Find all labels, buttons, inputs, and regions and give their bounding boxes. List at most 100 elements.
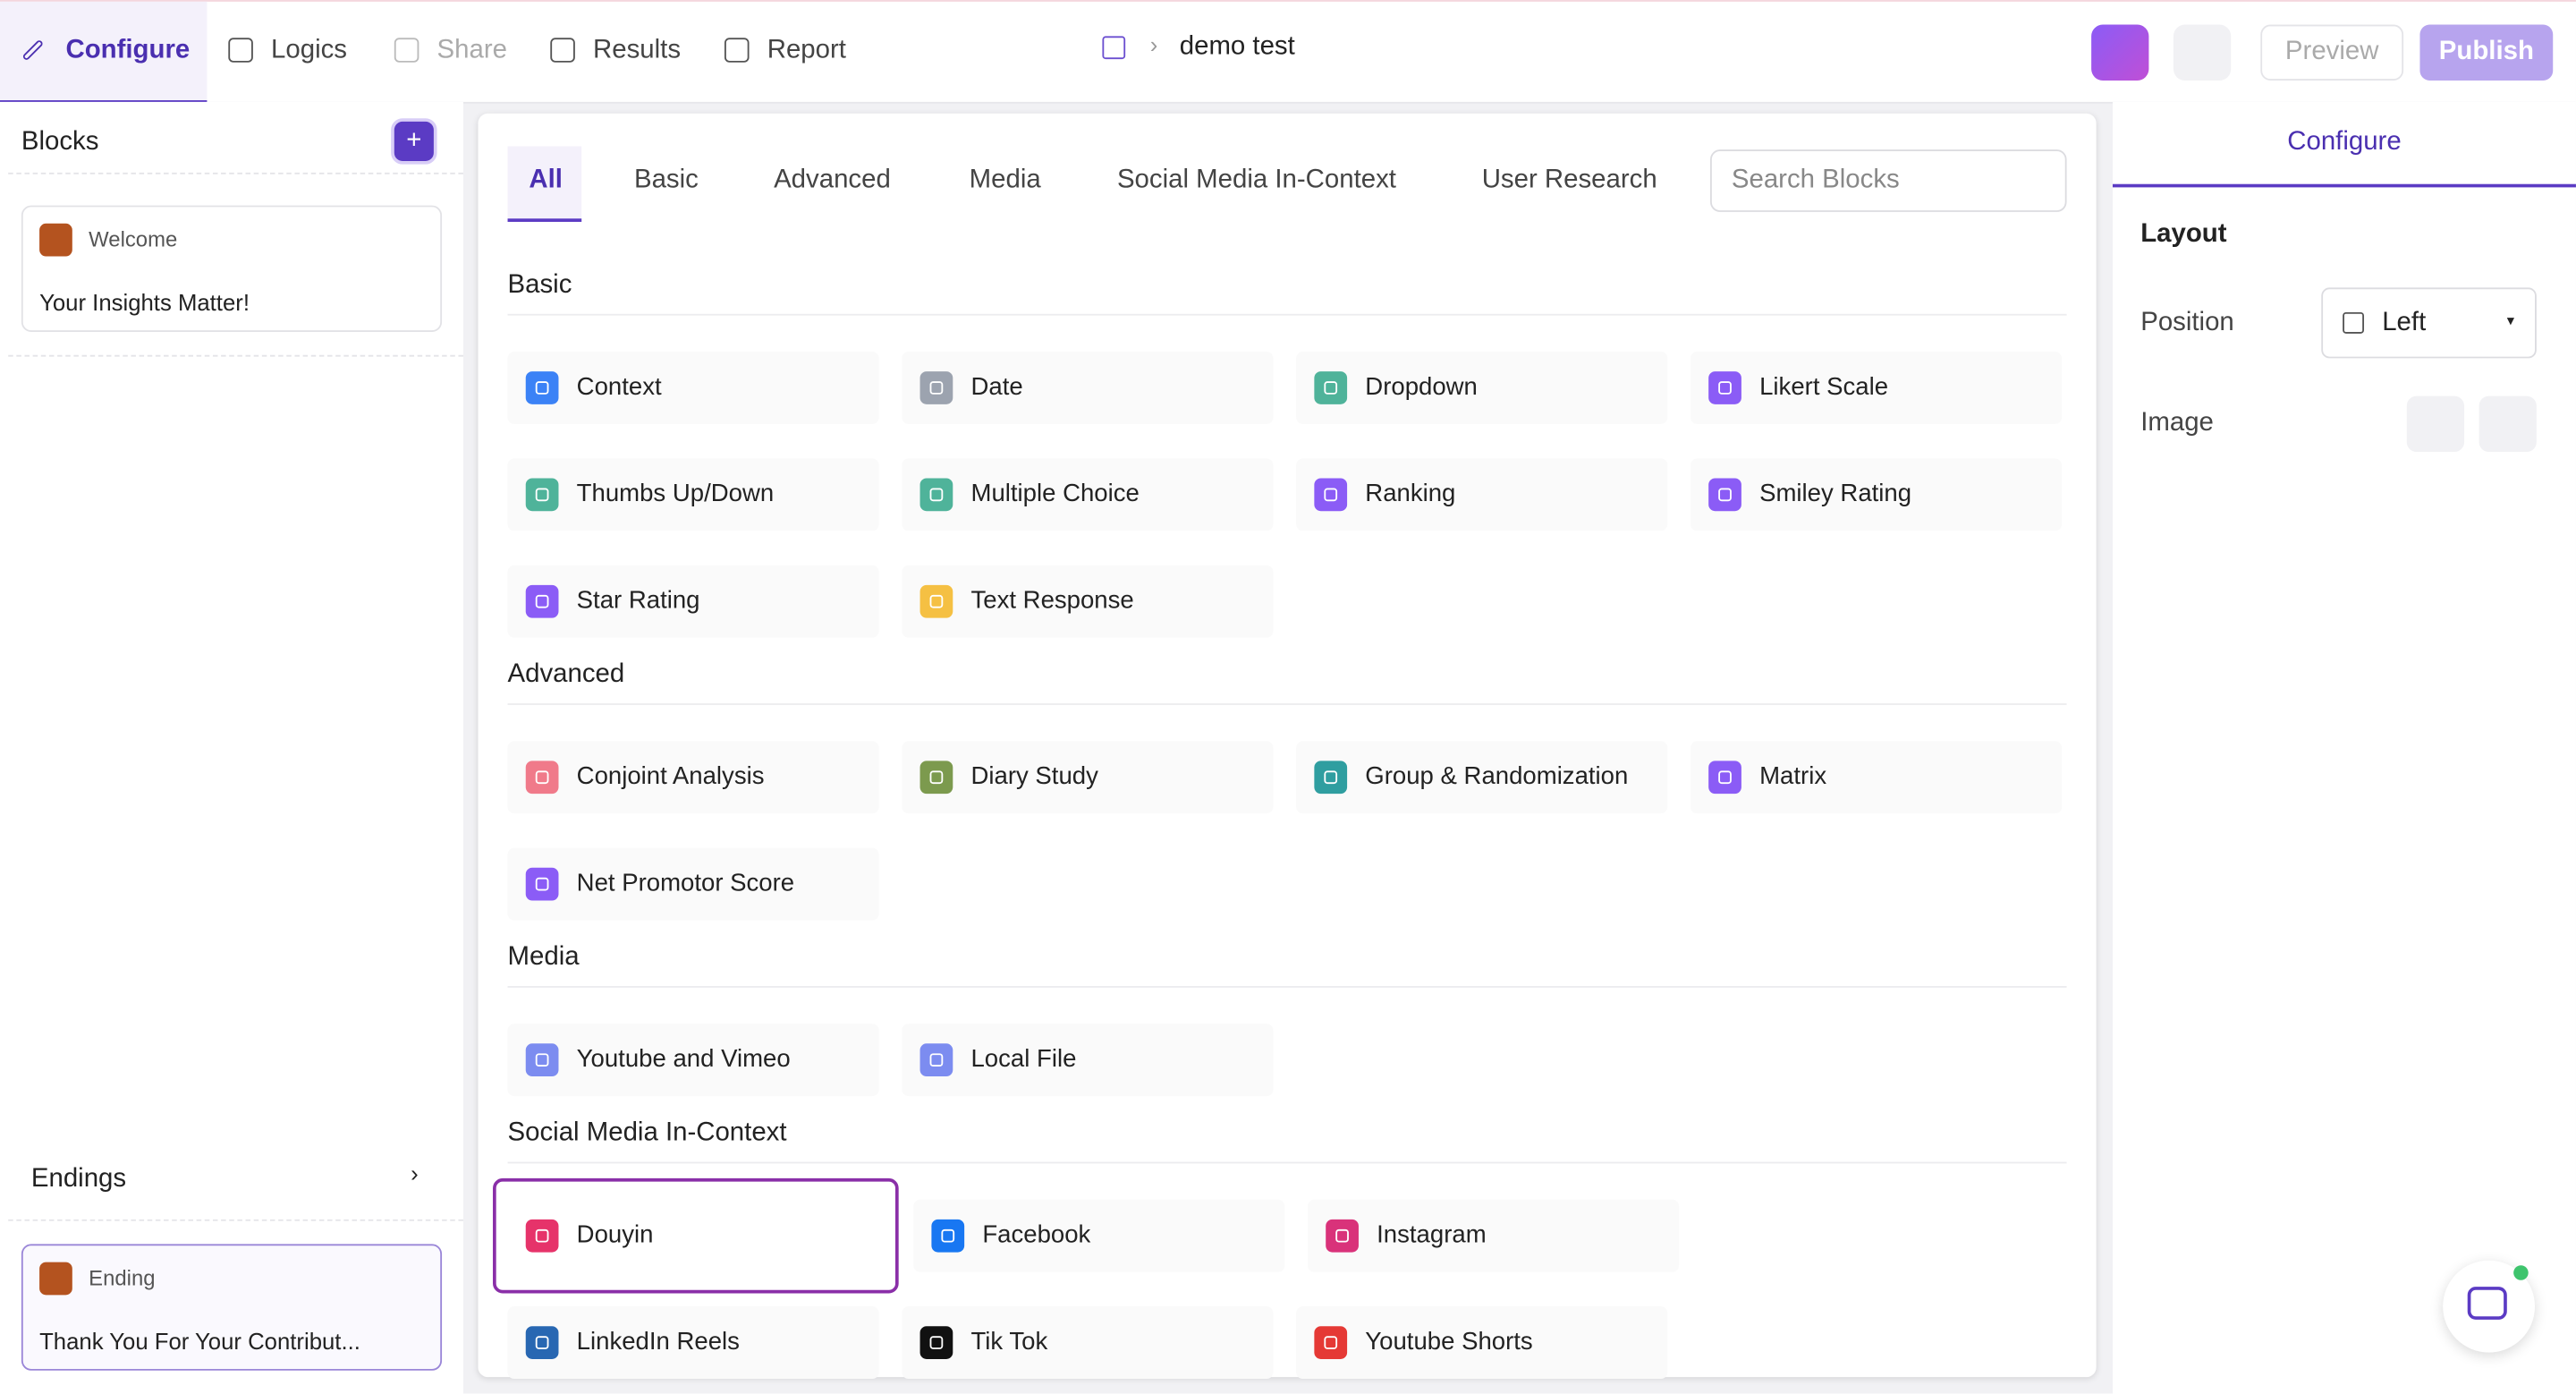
chevron[interactable]: ›: [411, 1160, 419, 1187]
icon: [2467, 1287, 2507, 1320]
section-title: Advanced: [507, 660, 2067, 705]
text: Your Insights Matter!: [39, 289, 250, 316]
block-item[interactable]: Youtube and Vimeo: [507, 1024, 879, 1097]
block-label: Ranking: [1365, 480, 1456, 508]
block-item[interactable]: Instagram: [1308, 1199, 1680, 1272]
block-icon: [1314, 761, 1348, 795]
block-item[interactable]: Diary Study: [902, 741, 1274, 814]
filter-tab[interactable]: All: [529, 166, 563, 194]
position-select[interactable]: Left ▾: [2321, 287, 2537, 359]
block-label: Conjoint Analysis: [576, 762, 765, 791]
nav-tab[interactable]: Logics: [228, 2, 347, 100]
block-item[interactable]: Thumbs Up/Down: [507, 458, 879, 531]
block-section: Basic Context Date Dropdown Likert Scale Thum…: [507, 271, 2067, 638]
block-item[interactable]: Star Rating: [507, 565, 879, 638]
block-label: Date: [970, 372, 1023, 402]
filter-tab[interactable]: Media: [969, 166, 1041, 194]
filter-tab[interactable]: Advanced: [774, 166, 891, 194]
top-bar: Configure Logics Share Results Report › …: [0, 0, 2576, 104]
theme-button[interactable]: [2173, 24, 2232, 81]
block-icon: [525, 867, 559, 901]
ai-button[interactable]: [2091, 24, 2149, 81]
tag: Ending: [89, 1265, 156, 1290]
section-title: Basic: [507, 271, 2067, 316]
block-item[interactable]: Date: [902, 352, 1274, 424]
edit-button[interactable]: [2406, 395, 2465, 453]
block-label: Context: [576, 372, 662, 402]
filter-tab[interactable]: Social Media In-Context: [1116, 166, 1396, 194]
block-section: Social Media In-Context Douyin Facebook Ins…: [493, 1119, 2067, 1379]
block-label: LinkedIn Reels: [576, 1328, 740, 1356]
block-item[interactable]: Group & Randomization: [1296, 741, 1668, 814]
preview-button[interactable]: Preview: [2260, 24, 2404, 81]
block-icon: [1326, 1219, 1359, 1253]
block-grid: Context Date Dropdown Likert Scale Thumbs Up…: [507, 352, 2067, 638]
ending-card[interactable]: Ending Thank You For Your Contribut...: [21, 1244, 443, 1371]
block-item[interactable]: Net Promotor Score: [507, 847, 879, 921]
block-label: Star Rating: [576, 586, 700, 615]
block-icon: [525, 478, 559, 512]
block-icon: [525, 1326, 559, 1359]
block-label: Net Promotor Score: [576, 869, 795, 897]
block-item[interactable]: Local File: [902, 1024, 1274, 1097]
welcome-card[interactable]: Welcome Your Insights Matter!: [21, 205, 443, 333]
block-item[interactable]: Likert Scale: [1690, 352, 2063, 424]
block-item[interactable]: Facebook: [913, 1199, 1285, 1272]
icon: [39, 223, 72, 257]
block-icon: [1314, 1326, 1348, 1359]
block-icon: [919, 478, 953, 512]
block-item[interactable]: Douyin: [493, 1177, 899, 1294]
block-label: Smiley Rating: [1759, 480, 1912, 508]
filter-tab[interactable]: User Research: [1481, 166, 1657, 194]
nav-tab[interactable]: Share: [394, 2, 507, 100]
block-item[interactable]: Smiley Rating: [1690, 458, 2063, 531]
add-block-button[interactable]: +: [394, 121, 434, 161]
text: Thank You For Your Contribut...: [39, 1328, 360, 1355]
search-input[interactable]: Search Blocks: [1710, 149, 2067, 212]
home-icon[interactable]: [1102, 36, 1126, 60]
label: Share: [436, 36, 507, 64]
block-grid: Conjoint Analysis Diary Study Group & Rand…: [507, 741, 2067, 921]
block-item[interactable]: Multiple Choice: [902, 458, 1274, 531]
block-item[interactable]: Conjoint Analysis: [507, 741, 879, 814]
endings-title: Endings: [30, 1165, 127, 1194]
select-value: Left: [2382, 309, 2427, 337]
block-grid: Youtube and Vimeo Local File: [507, 1024, 2067, 1097]
block-item[interactable]: Tik Tok: [902, 1306, 1274, 1379]
section-title: Media: [507, 943, 2067, 988]
block-icon: [525, 1219, 559, 1253]
caret: ▾: [2506, 311, 2515, 329]
section-title: Social Media In-Context: [507, 1119, 2067, 1164]
block-item[interactable]: Context: [507, 352, 879, 424]
block-label: Group & Randomization: [1365, 762, 1629, 791]
block-icon: [919, 1326, 953, 1359]
block-icon: [1314, 371, 1348, 404]
icon: [21, 38, 45, 62]
block-item[interactable]: Text Response: [902, 565, 1274, 638]
sidebar-title: Blocks: [21, 128, 99, 157]
block-icon: [1708, 478, 1741, 512]
block-item[interactable]: LinkedIn Reels: [507, 1306, 879, 1379]
nav-tab[interactable]: Results: [550, 2, 681, 100]
filter-tab[interactable]: Basic: [633, 166, 699, 194]
nav-tab[interactable]: Configure: [21, 2, 190, 100]
panel-tab[interactable]: Configure: [2112, 102, 2576, 188]
block-item[interactable]: Youtube Shorts: [1296, 1306, 1668, 1379]
chat-button[interactable]: [2443, 1260, 2536, 1353]
section-title: Layout: [2140, 220, 2227, 249]
block-icon: [525, 584, 559, 618]
icon: [228, 38, 253, 63]
block-item[interactable]: Dropdown: [1296, 352, 1668, 424]
block-icon: [1708, 371, 1741, 404]
block-label: Matrix: [1759, 762, 1827, 791]
publish-button[interactable]: Publish: [2419, 24, 2554, 81]
block-item[interactable]: Matrix: [1690, 741, 2063, 814]
active-tab-bg: [507, 146, 582, 222]
delete-button[interactable]: [2479, 395, 2537, 453]
block-label: Tik Tok: [970, 1328, 1048, 1356]
block-item[interactable]: Ranking: [1296, 458, 1668, 531]
divider: [8, 172, 463, 174]
nav-tab[interactable]: Report: [724, 2, 846, 100]
block-label: Multiple Choice: [970, 480, 1140, 508]
